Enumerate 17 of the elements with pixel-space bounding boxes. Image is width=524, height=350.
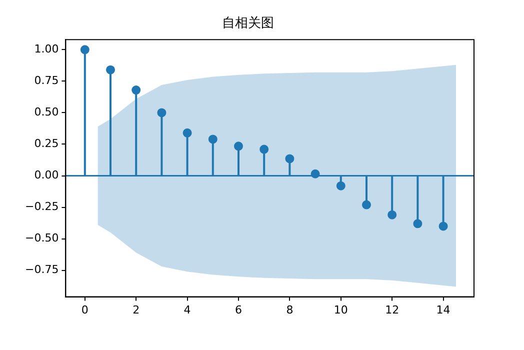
chart-title: 自相关图 xyxy=(222,16,274,32)
x-tick-label: 12 xyxy=(385,303,400,316)
y-tick-label: −0.75 xyxy=(24,263,59,276)
x-tick-label: 4 xyxy=(184,303,191,316)
y-tick-label: 1.00 xyxy=(34,42,59,56)
y-tick-label: −0.25 xyxy=(24,200,59,214)
x-tick-label: 0 xyxy=(81,303,88,316)
x-tick-label: 2 xyxy=(132,303,140,316)
y-tick-label: −0.50 xyxy=(24,232,59,245)
x-tick-label: 10 xyxy=(334,303,348,316)
x-tick-label: 14 xyxy=(436,303,450,316)
x-tick-label: 8 xyxy=(286,303,294,316)
x-tick-label: 6 xyxy=(234,303,242,316)
y-tick-label: 0.75 xyxy=(34,74,59,88)
y-tick-label: 0.50 xyxy=(34,106,59,119)
y-tick-label: 0.25 xyxy=(34,137,59,150)
y-tick-label: 0.00 xyxy=(34,168,59,182)
